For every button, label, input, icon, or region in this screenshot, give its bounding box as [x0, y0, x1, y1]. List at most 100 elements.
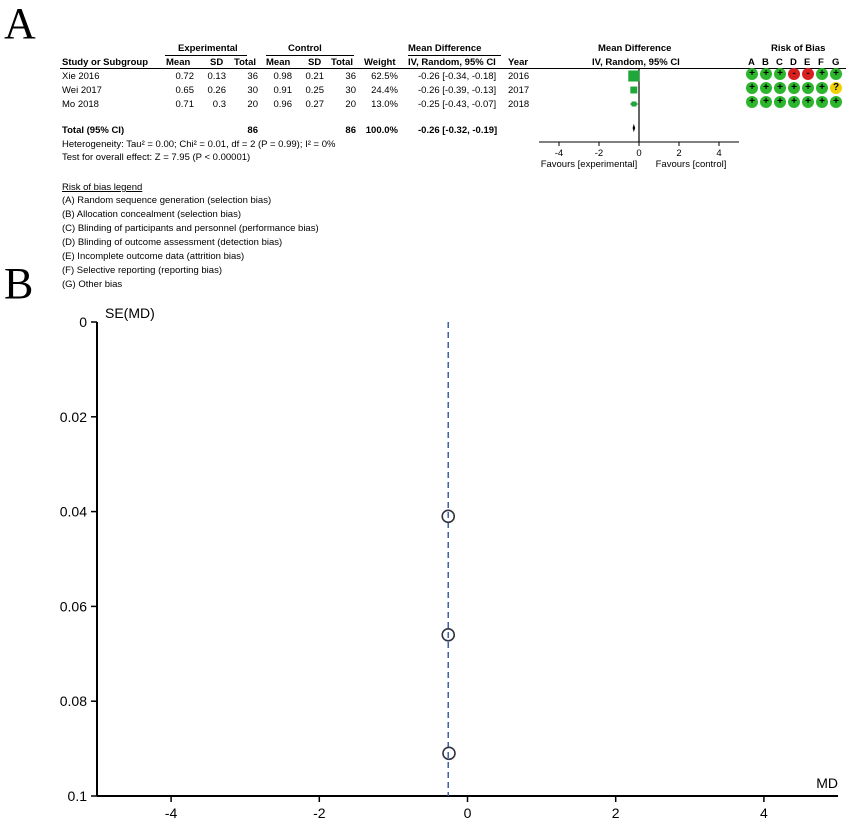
rob-judgement-circle: + [760, 96, 772, 108]
rob-legend-title: Risk of bias legend [62, 182, 143, 193]
year: 2018 [508, 99, 530, 110]
n-e: 20 [247, 99, 258, 110]
col-year: Year [508, 57, 529, 68]
x-tick-label: 4 [760, 805, 768, 820]
forest-tick-label: -2 [595, 148, 603, 159]
mean-e: 0.72 [175, 71, 195, 82]
rob-judgement-circle: + [816, 96, 828, 108]
rob-letter-d: D [790, 57, 797, 68]
experimental-header: Experimental [178, 43, 238, 54]
mean-c: 0.91 [273, 85, 293, 96]
x-tick-label: 0 [464, 805, 472, 820]
sd-e: 0.3 [212, 99, 226, 110]
col-total-e: Total [234, 57, 256, 68]
rob-judgement-circle: ? [830, 82, 842, 94]
rob-judgement-circle: + [774, 82, 786, 94]
col-sd-c: SD [308, 57, 322, 68]
rob-judgement-circle: + [746, 68, 758, 80]
study-name: Wei 2017 [62, 85, 102, 96]
year: 2016 [508, 71, 530, 82]
forest-tick-label: 2 [676, 148, 681, 159]
rob-judgement-circle: - [802, 68, 814, 80]
study-weight-square [628, 70, 640, 82]
forest-tick-label: -4 [555, 148, 563, 159]
n-e: 36 [247, 71, 258, 82]
col-total-c: Total [331, 57, 353, 68]
rob-letter-g: G [832, 57, 840, 68]
y-tick-label: 0.02 [60, 409, 87, 425]
sd-c: 0.27 [305, 99, 325, 110]
forest-tick-label: 4 [716, 148, 721, 159]
mean-c: 0.96 [273, 99, 293, 110]
mean-difference-table-header: Mean Difference [408, 43, 482, 54]
x-tick-label: -4 [165, 805, 178, 820]
ci: -0.26 [-0.34, -0.18] [418, 71, 497, 82]
study-weight-square [630, 86, 638, 94]
panel-label-a: A [4, 0, 36, 48]
col-sd-e: SD [210, 57, 224, 68]
rob-judgement-circle: + [788, 96, 800, 108]
rob-judgement-circle: + [802, 82, 814, 94]
n-c: 20 [345, 99, 356, 110]
rob-judgement-circle: + [746, 96, 758, 108]
rob-legend-item: (E) Incomplete outcome data (attrition b… [62, 251, 245, 262]
rob-letter-a: A [748, 57, 755, 68]
total-weight: 100.0% [365, 125, 398, 136]
favours-experimental-label: Favours [experimental] [541, 159, 638, 170]
rob-judgement-circle: + [760, 82, 772, 94]
md-rule [408, 55, 501, 56]
rob-judgement-circle: + [760, 68, 772, 80]
forest-plot-graphic: -4 -2 0 2 4 Favours [experimental] Favou… [539, 68, 739, 170]
sd-c: 0.25 [305, 85, 325, 96]
x-tick-label: -2 [313, 805, 326, 820]
rob-letter-b: B [762, 57, 769, 68]
rob-legend-item: (C) Blinding of participants and personn… [62, 223, 319, 234]
mean-c: 0.98 [273, 71, 293, 82]
y-tick-label: 0.06 [60, 598, 87, 614]
sd-c: 0.21 [305, 71, 325, 82]
total-label: Total (95% CI) [62, 125, 125, 136]
rob-judgement-circle: - [788, 68, 800, 80]
y-tick-label: 0 [79, 314, 87, 330]
x-tick-label: 2 [612, 805, 620, 820]
col-ci: IV, Random, 95% CI [408, 57, 496, 68]
rob-judgement-circle: + [816, 68, 828, 80]
pooled-diamond [632, 124, 636, 132]
col-study: Study or Subgroup [62, 57, 149, 68]
control-rule [266, 55, 354, 56]
mean-e: 0.65 [175, 85, 195, 96]
y-tick-label: 0.04 [60, 504, 87, 520]
rob-judgement-circle: + [746, 82, 758, 94]
col-mean-e: Mean [166, 57, 191, 68]
y-tick-label: 0.1 [68, 788, 88, 804]
weight: 13.0% [371, 99, 398, 110]
heterogeneity-text: Heterogeneity: Tau² = 0.00; Chi² = 0.01,… [62, 139, 336, 150]
rob-legend-item: (A) Random sequence generation (selectio… [62, 195, 272, 206]
overall-effect-text: Test for overall effect: Z = 7.95 (P < 0… [62, 152, 251, 163]
y-axis-label: SE(MD) [105, 305, 155, 321]
study-name: Xie 2016 [62, 71, 100, 82]
rob-judgement-circle: + [802, 96, 814, 108]
rob-legend-item: (B) Allocation concealment (selection bi… [62, 209, 242, 220]
x-axis-label: MD [816, 775, 838, 791]
total-n-e: 86 [247, 125, 258, 136]
control-header: Control [288, 43, 322, 54]
mean-e: 0.71 [175, 99, 195, 110]
experimental-rule [165, 55, 247, 56]
study-weight-square [631, 101, 637, 107]
study-point [441, 509, 456, 524]
panel-label-b: B [4, 259, 34, 308]
y-tick-label: 0.08 [60, 693, 87, 709]
n-e: 30 [247, 85, 258, 96]
col-weight: Weight [364, 57, 396, 68]
mean-difference-plot-header: Mean Difference [598, 43, 672, 54]
ci: -0.25 [-0.43, -0.07] [418, 99, 497, 110]
rob-judgement-circle: + [774, 96, 786, 108]
rob-letter-c: C [776, 57, 783, 68]
year: 2017 [508, 85, 530, 96]
rob-judgement-circle: + [830, 96, 842, 108]
forest-tick-label: 0 [636, 148, 641, 159]
risk-of-bias-header: Risk of Bias [771, 43, 826, 54]
study-point [441, 628, 456, 642]
col-mean-c: Mean [266, 57, 291, 68]
